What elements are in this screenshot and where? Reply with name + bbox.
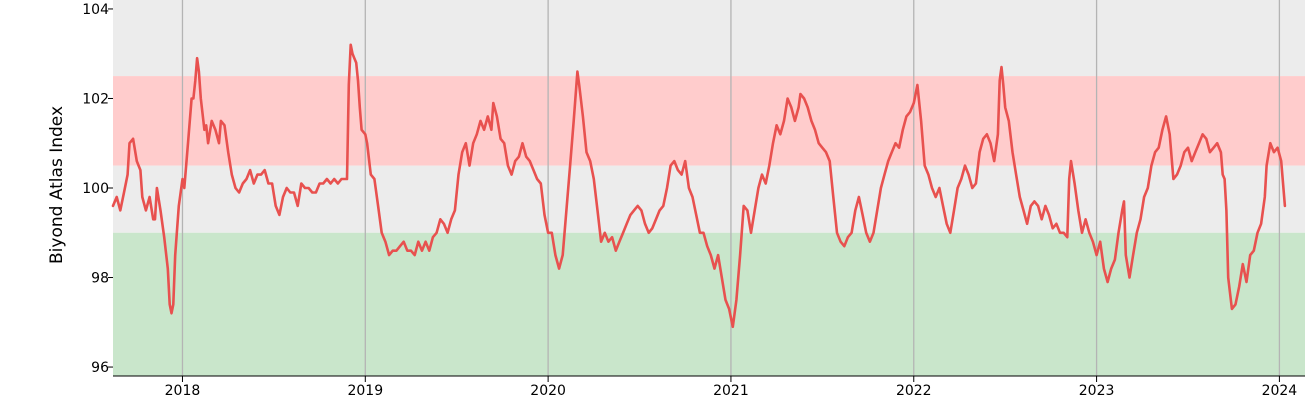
band-0 — [113, 0, 1305, 77]
x-tick-label: 2022 — [896, 383, 932, 399]
year-grid-lines — [181, 0, 1281, 376]
x-tick-label: 2018 — [165, 383, 201, 399]
band-2 — [113, 165, 1305, 233]
x-tick-label: 2024 — [1262, 383, 1298, 399]
threshold-bands — [113, 0, 1305, 376]
y-tick-label: 98 — [91, 271, 109, 287]
x-tick-label: 2021 — [713, 383, 749, 399]
x-axis-ticks: 2018 2019 2020 2021 2022 2023 2024 — [165, 376, 1298, 399]
y-tick-label: 104 — [82, 2, 109, 18]
x-tick-label: 2020 — [530, 383, 566, 399]
y-tick-label: 96 — [91, 360, 109, 376]
band-1 — [113, 76, 1305, 166]
y-tick-label: 100 — [82, 181, 109, 197]
x-tick-label: 2023 — [1079, 383, 1115, 399]
x-tick-label: 2019 — [347, 383, 383, 399]
y-axis-ticks: 96 98 100 102 104 — [82, 2, 113, 376]
y-tick-label: 102 — [82, 91, 109, 107]
series-line — [111, 43, 1287, 329]
y-axis-label: Biyond Atlas Index — [47, 106, 67, 264]
band-3 — [113, 232, 1305, 376]
